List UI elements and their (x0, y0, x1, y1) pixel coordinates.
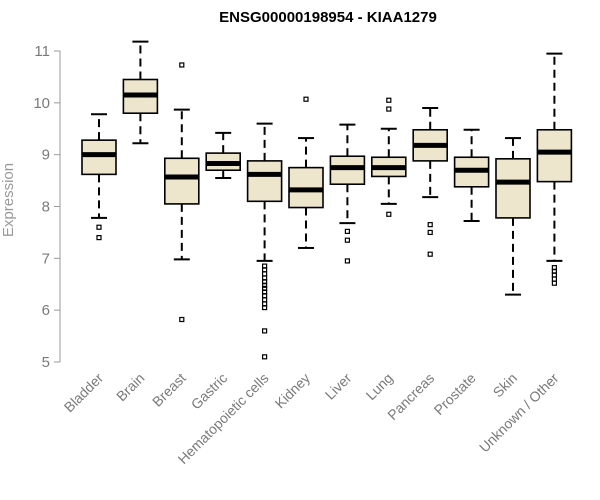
x-tick-label: Bladder (61, 370, 107, 416)
box-group (122, 40, 159, 145)
x-tick-label: Prostate (431, 370, 479, 418)
box-group (81, 113, 117, 241)
box-group (453, 128, 490, 223)
box-group (205, 131, 241, 179)
x-tick-label: Kidney (272, 370, 314, 412)
y-tick-label: 11 (34, 43, 50, 60)
box-iqr (246, 160, 283, 203)
outlier-point (262, 297, 268, 303)
x-tick-label: Breast (149, 370, 189, 410)
x-tick-label: Liver (322, 370, 355, 403)
outlier-point (344, 237, 350, 243)
y-axis: 5 6 7 8 9 10 11 (33, 43, 61, 371)
outlier-point (96, 224, 102, 230)
boxes-layer (81, 40, 573, 360)
outlier-point (303, 96, 309, 102)
box-group (412, 107, 449, 257)
outlier-point (179, 316, 185, 323)
y-axis-label: Expression (0, 163, 17, 237)
outlier-point (262, 304, 268, 311)
y-tick-label: 10 (33, 95, 50, 112)
box-group (370, 97, 407, 217)
outlier-point (262, 271, 268, 277)
outlier-point (262, 282, 268, 288)
outlier-point (427, 251, 433, 257)
outlier-point (179, 62, 185, 68)
box-group (246, 122, 283, 360)
outlier-point (427, 229, 433, 236)
y-tick-label: 7 (42, 250, 50, 267)
x-tick-label: Lung (363, 370, 396, 403)
outlier-point (262, 328, 268, 334)
chart-title: ENSG00000198954 - KIAA1279 (219, 9, 437, 26)
y-tick-label: 8 (42, 199, 50, 216)
outlier-point (344, 258, 350, 264)
outlier-point (427, 222, 433, 228)
box-iqr (81, 139, 117, 176)
box-group (288, 96, 324, 249)
box-iqr (495, 158, 531, 219)
box-iqr (536, 128, 573, 183)
outlier-point (551, 280, 558, 286)
box-group (536, 52, 573, 286)
box-iqr (164, 157, 200, 205)
outlier-point (96, 235, 102, 241)
box-group (164, 62, 200, 323)
outlier-point (551, 276, 558, 282)
x-tick-label: Skin (490, 370, 521, 401)
outlier-point (386, 211, 392, 217)
box-group (329, 123, 366, 264)
outlier-point (386, 97, 392, 103)
x-tick-label: Unknown / Other (476, 370, 562, 456)
x-tick-label: Brain (113, 370, 147, 404)
outlier-point (344, 228, 350, 234)
y-tick-label: 9 (42, 147, 50, 164)
box-iqr (329, 155, 366, 186)
box-group (495, 137, 531, 296)
y-tick-label: 5 (42, 354, 50, 371)
y-tick-label: 6 (42, 302, 50, 319)
outlier-point (262, 354, 268, 360)
outlier-point (386, 106, 392, 112)
